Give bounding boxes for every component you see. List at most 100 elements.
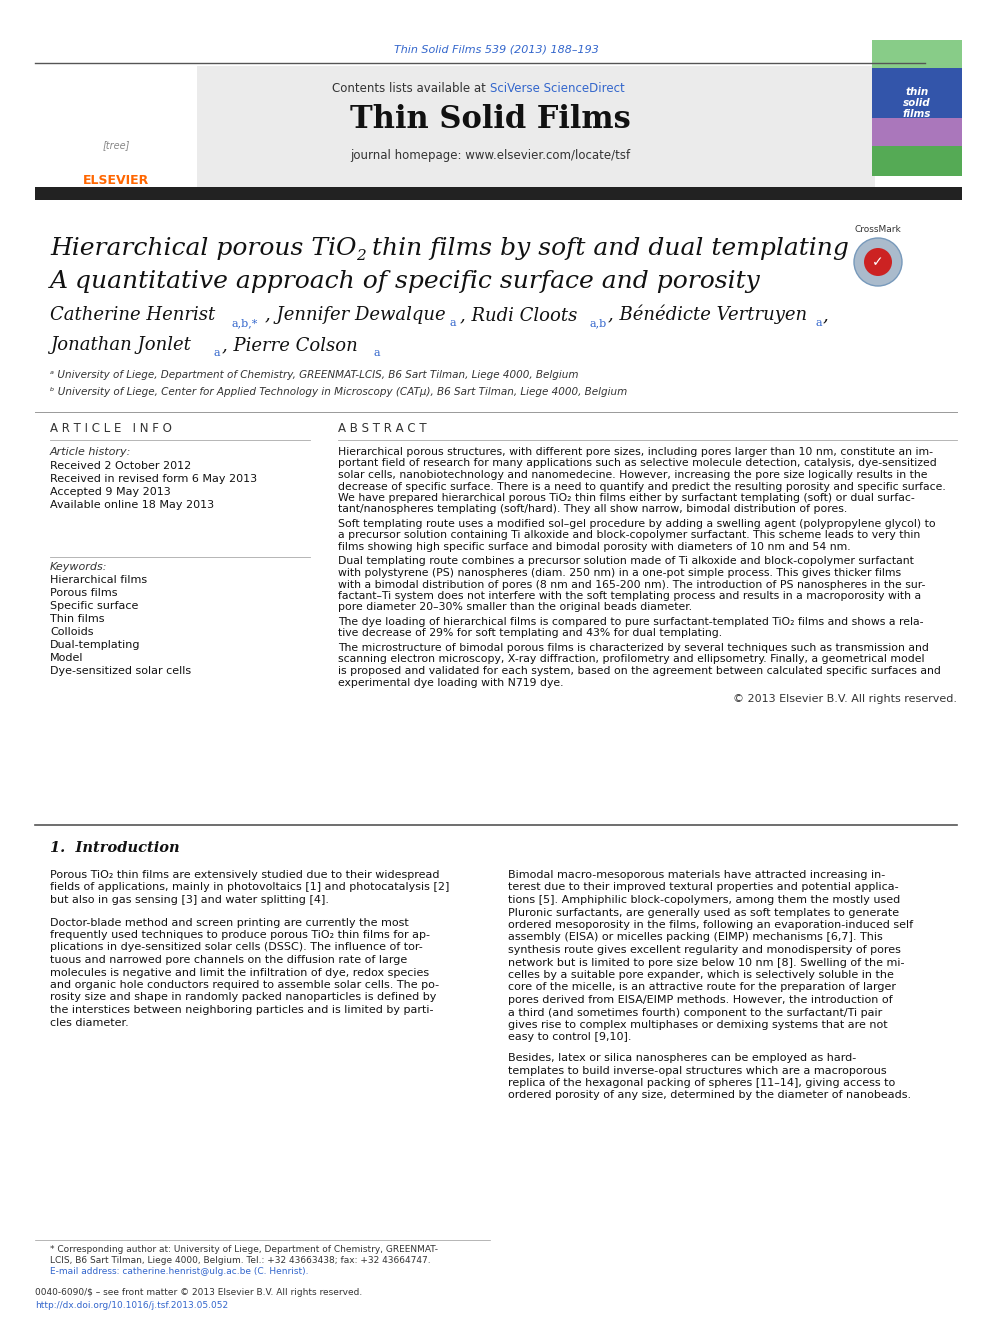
Text: journal homepage: www.elsevier.com/locate/tsf: journal homepage: www.elsevier.com/locat… bbox=[350, 148, 630, 161]
Text: Doctor-blade method and screen printing are currently the most: Doctor-blade method and screen printing … bbox=[50, 917, 409, 927]
Text: The dye loading of hierarchical films is compared to pure surfactant-templated T: The dye loading of hierarchical films is… bbox=[338, 617, 924, 627]
Text: CrossMark: CrossMark bbox=[855, 225, 902, 234]
Text: a: a bbox=[816, 318, 822, 328]
Text: pore diameter 20–30% smaller than the original beads diameter.: pore diameter 20–30% smaller than the or… bbox=[338, 602, 692, 613]
Text: Received 2 October 2012: Received 2 October 2012 bbox=[50, 460, 191, 471]
Text: network but is limited to pore size below 10 nm [8]. Swelling of the mi-: network but is limited to pore size belo… bbox=[508, 958, 905, 967]
Text: celles by a suitable pore expander, which is selectively soluble in the: celles by a suitable pore expander, whic… bbox=[508, 970, 894, 980]
Text: Colloids: Colloids bbox=[50, 627, 93, 636]
Text: , Jennifer Dewalque: , Jennifer Dewalque bbox=[265, 306, 445, 324]
Text: ordered mesoporosity in the films, following an evaporation-induced self: ordered mesoporosity in the films, follo… bbox=[508, 919, 913, 930]
Text: a precursor solution containing Ti alkoxide and block-copolymer surfactant. This: a precursor solution containing Ti alkox… bbox=[338, 531, 921, 541]
Text: with polystyrene (PS) nanospheres (diam. 250 nm) in a one-pot simple process. Th: with polystyrene (PS) nanospheres (diam.… bbox=[338, 568, 901, 578]
Text: experimental dye loading with N719 dye.: experimental dye loading with N719 dye. bbox=[338, 677, 563, 688]
Bar bbox=[35, 187, 962, 200]
Text: Accepted 9 May 2013: Accepted 9 May 2013 bbox=[50, 487, 171, 497]
Bar bbox=[872, 146, 962, 176]
Text: plications in dye-sensitized solar cells (DSSC). The influence of tor-: plications in dye-sensitized solar cells… bbox=[50, 942, 423, 953]
Text: 1.  Introduction: 1. Introduction bbox=[50, 841, 180, 855]
Text: Model: Model bbox=[50, 654, 83, 663]
Text: a third (and sometimes fourth) component to the surfactant/Ti pair: a third (and sometimes fourth) component… bbox=[508, 1008, 882, 1017]
Text: tant/nanospheres templating (soft/hard). They all show narrow, bimodal distribut: tant/nanospheres templating (soft/hard).… bbox=[338, 504, 847, 515]
Text: Article history:: Article history: bbox=[50, 447, 131, 456]
Text: Hierarchical films: Hierarchical films bbox=[50, 576, 147, 585]
Text: a: a bbox=[213, 348, 219, 359]
Text: We have prepared hierarchical porous TiO₂ thin films either by surfactant templa: We have prepared hierarchical porous TiO… bbox=[338, 493, 915, 503]
Text: replica of the hexagonal packing of spheres [11–14], giving access to: replica of the hexagonal packing of sphe… bbox=[508, 1078, 895, 1088]
Text: Thin Solid Films: Thin Solid Films bbox=[349, 105, 630, 135]
Text: Jonathan Jonlet: Jonathan Jonlet bbox=[50, 336, 190, 355]
Text: easy to control [9,10].: easy to control [9,10]. bbox=[508, 1032, 632, 1043]
Bar bbox=[35, 66, 197, 188]
Circle shape bbox=[854, 238, 902, 286]
Text: portant field of research for many applications such as selective molecule detec: portant field of research for many appli… bbox=[338, 459, 936, 468]
Text: solar cells, nanobiotechnology and nanomedecine. However, increasing the pore si: solar cells, nanobiotechnology and nanom… bbox=[338, 470, 928, 480]
Text: Besides, latex or silica nanospheres can be employed as hard-: Besides, latex or silica nanospheres can… bbox=[508, 1053, 856, 1062]
Circle shape bbox=[864, 247, 892, 277]
Text: Porous films: Porous films bbox=[50, 587, 117, 598]
Text: [tree]: [tree] bbox=[102, 140, 130, 149]
Text: Available online 18 May 2013: Available online 18 May 2013 bbox=[50, 500, 214, 509]
Text: terest due to their improved textural properties and potential applica-: terest due to their improved textural pr… bbox=[508, 882, 899, 893]
Text: the interstices between neighboring particles and is limited by parti-: the interstices between neighboring part… bbox=[50, 1005, 434, 1015]
Text: , Pierre Colson: , Pierre Colson bbox=[222, 336, 358, 355]
Text: Bimodal macro-mesoporous materials have attracted increasing in-: Bimodal macro-mesoporous materials have … bbox=[508, 871, 885, 880]
Text: and organic hole conductors required to assemble solar cells. The po-: and organic hole conductors required to … bbox=[50, 980, 439, 990]
Text: Soft templating route uses a modified sol–gel procedure by adding a swelling age: Soft templating route uses a modified so… bbox=[338, 519, 935, 529]
Text: Received in revised form 6 May 2013: Received in revised form 6 May 2013 bbox=[50, 474, 257, 484]
Text: fields of applications, mainly in photovoltaics [1] and photocatalysis [2]: fields of applications, mainly in photov… bbox=[50, 882, 449, 893]
Text: but also in gas sensing [3] and water splitting [4].: but also in gas sensing [3] and water sp… bbox=[50, 894, 329, 905]
Bar bbox=[35, 66, 875, 188]
Text: thin films by soft and dual templating: thin films by soft and dual templating bbox=[364, 237, 849, 261]
Text: ᵃ University of Liege, Department of Chemistry, GREENMAT-LCIS, B6 Sart Tilman, L: ᵃ University of Liege, Department of Che… bbox=[50, 370, 578, 380]
Text: ELSEVIER: ELSEVIER bbox=[83, 173, 149, 187]
Text: synthesis route gives excellent regularity and monodispersity of pores: synthesis route gives excellent regulari… bbox=[508, 945, 901, 955]
Text: ᵇ University of Liege, Center for Applied Technology in Microscopy (CATμ), B6 Sa: ᵇ University of Liege, Center for Applie… bbox=[50, 388, 627, 397]
Text: a,b,*: a,b,* bbox=[232, 318, 258, 328]
Text: is proposed and validated for each system, based on the agreement between calcul: is proposed and validated for each syste… bbox=[338, 665, 940, 676]
Text: tions [5]. Amphiphilic block-copolymers, among them the mostly used: tions [5]. Amphiphilic block-copolymers,… bbox=[508, 894, 901, 905]
Text: Contents lists available at: Contents lists available at bbox=[332, 82, 490, 94]
Text: frequently used techniques to produce porous TiO₂ thin films for ap-: frequently used techniques to produce po… bbox=[50, 930, 430, 941]
Text: Dye-sensitized solar cells: Dye-sensitized solar cells bbox=[50, 665, 191, 676]
Text: factant–Ti system does not interfere with the soft templating process and result: factant–Ti system does not interfere wit… bbox=[338, 591, 922, 601]
Text: ,: , bbox=[823, 306, 828, 324]
Text: Porous TiO₂ thin films are extensively studied due to their widespread: Porous TiO₂ thin films are extensively s… bbox=[50, 871, 439, 880]
Bar bbox=[872, 118, 962, 146]
Text: Dual templating route combines a precursor solution made of Ti alkoxide and bloc: Dual templating route combines a precurs… bbox=[338, 557, 914, 566]
Text: molecules is negative and limit the infiltration of dye, redox species: molecules is negative and limit the infi… bbox=[50, 967, 430, 978]
Bar bbox=[872, 40, 962, 67]
Text: films showing high specific surface and bimodal porosity with diameters of 10 nm: films showing high specific surface and … bbox=[338, 542, 850, 552]
Bar bbox=[872, 67, 962, 118]
Text: scanning electron microscopy, X-ray diffraction, profilometry and ellipsometry. : scanning electron microscopy, X-ray diff… bbox=[338, 655, 925, 664]
Text: * Corresponding author at: University of Liege, Department of Chemistry, GREENMA: * Corresponding author at: University of… bbox=[50, 1245, 438, 1254]
Text: pores derived from EISA/EIMP methods. However, the introduction of: pores derived from EISA/EIMP methods. Ho… bbox=[508, 995, 893, 1005]
Text: E-mail address: catherine.henrist@ulg.ac.be (C. Henrist).: E-mail address: catherine.henrist@ulg.ac… bbox=[50, 1267, 309, 1275]
Text: Hierarchical porous TiO: Hierarchical porous TiO bbox=[50, 237, 356, 261]
Text: Specific surface: Specific surface bbox=[50, 601, 138, 611]
Text: with a bimodal distribution of pores (8 nm and 165-200 nm). The introduction of : with a bimodal distribution of pores (8 … bbox=[338, 579, 926, 590]
Text: tive decrease of 29% for soft templating and 43% for dual templating.: tive decrease of 29% for soft templating… bbox=[338, 628, 722, 639]
Text: assembly (EISA) or micelles packing (EIMP) mechanisms [6,7]. This: assembly (EISA) or micelles packing (EIM… bbox=[508, 933, 883, 942]
Text: A R T I C L E   I N F O: A R T I C L E I N F O bbox=[50, 422, 172, 435]
Text: 2: 2 bbox=[356, 249, 366, 263]
Text: Dual-templating: Dual-templating bbox=[50, 640, 141, 650]
Text: The microstructure of bimodal porous films is characterized by several technique: The microstructure of bimodal porous fil… bbox=[338, 643, 929, 654]
Text: LCIS, B6 Sart Tilman, Liege 4000, Belgium. Tel.: +32 43663438; fax: +32 43664747: LCIS, B6 Sart Tilman, Liege 4000, Belgiu… bbox=[50, 1256, 431, 1265]
Text: A quantitative approach of specific surface and porosity: A quantitative approach of specific surf… bbox=[50, 270, 761, 292]
Text: decrease of specific surface. There is a need to quantify and predict the result: decrease of specific surface. There is a… bbox=[338, 482, 945, 492]
Text: a: a bbox=[374, 348, 381, 359]
Text: core of the micelle, is an attractive route for the preparation of larger: core of the micelle, is an attractive ro… bbox=[508, 983, 896, 992]
Text: Thin films: Thin films bbox=[50, 614, 104, 624]
Text: Catherine Henrist: Catherine Henrist bbox=[50, 306, 215, 324]
Text: ✓: ✓ bbox=[872, 255, 884, 269]
Text: rosity size and shape in randomly packed nanoparticles is defined by: rosity size and shape in randomly packed… bbox=[50, 992, 436, 1003]
Text: http://dx.doi.org/10.1016/j.tsf.2013.05.052: http://dx.doi.org/10.1016/j.tsf.2013.05.… bbox=[35, 1301, 228, 1310]
Text: gives rise to complex multiphases or demixing systems that are not: gives rise to complex multiphases or dem… bbox=[508, 1020, 888, 1031]
Text: templates to build inverse-opal structures which are a macroporous: templates to build inverse-opal structur… bbox=[508, 1065, 887, 1076]
Text: A B S T R A C T: A B S T R A C T bbox=[338, 422, 427, 435]
Text: a,b: a,b bbox=[590, 318, 607, 328]
Text: tuous and narrowed pore channels on the diffusion rate of large: tuous and narrowed pore channels on the … bbox=[50, 955, 408, 964]
Text: ordered porosity of any size, determined by the diameter of nanobeads.: ordered porosity of any size, determined… bbox=[508, 1090, 911, 1101]
Text: Thin Solid Films 539 (2013) 188–193: Thin Solid Films 539 (2013) 188–193 bbox=[394, 45, 598, 56]
